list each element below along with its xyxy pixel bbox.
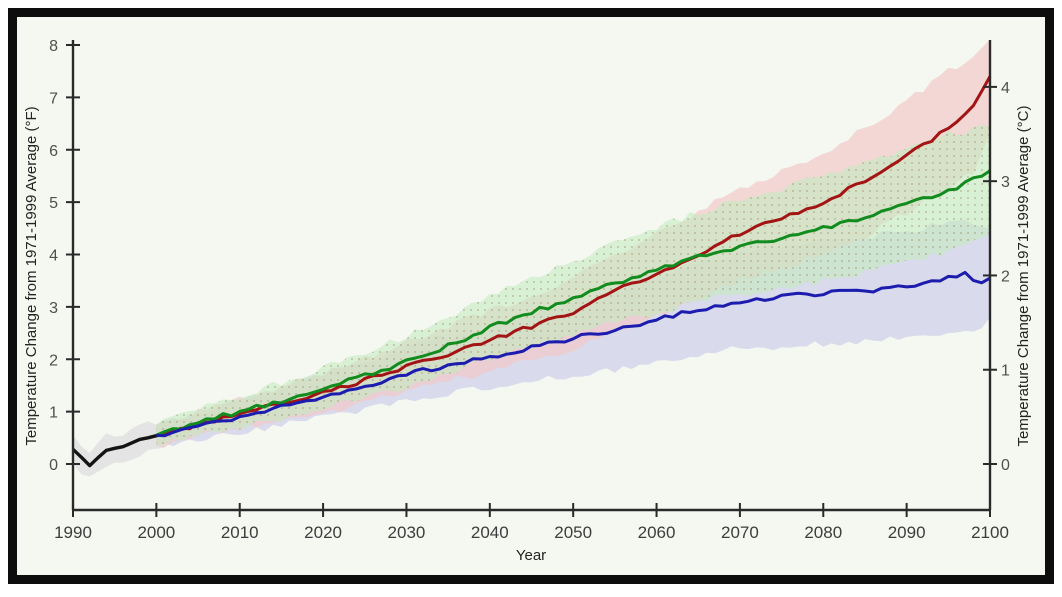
observed-line: [71, 431, 166, 468]
left-tick-label: 8: [49, 38, 58, 55]
x-tick-label: 2040: [471, 523, 509, 542]
left-tick-label: 4: [49, 248, 58, 265]
left-tick-label: 7: [49, 90, 58, 107]
right-tick-label: 1: [1001, 363, 1010, 380]
tick-labels: 0 1 2 3 4 5 6 7 8 0 1 2 3 4 1990 2000 2010 2020 2030 2040 20…: [49, 38, 1010, 542]
green-band-stipple: [156, 125, 990, 446]
x-tick-label: 2080: [804, 523, 842, 542]
blue-scenario-line: [156, 270, 991, 438]
x-tick-label: 2020: [304, 523, 342, 542]
right-axis-title: Temperature Change from 1971-1999 Averag…: [1015, 106, 1032, 447]
uncertainty-bands: [73, 39, 990, 477]
red-scenario-line: [155, 75, 992, 437]
x-tick-label: 2050: [554, 523, 592, 542]
left-tick-label: 0: [49, 457, 58, 474]
right-tick-label: 4: [1001, 80, 1010, 97]
left-axis-title: Temperature Change from 1971-1999 Averag…: [23, 106, 40, 445]
x-tick-label: 2030: [388, 523, 426, 542]
x-tick-label: 2070: [721, 523, 759, 542]
axes: [66, 40, 997, 517]
x-tick-label: 2090: [888, 523, 926, 542]
x-tick-label: 2010: [221, 523, 259, 542]
series-lines: [71, 75, 992, 468]
right-tick-label: 0: [1001, 457, 1010, 474]
right-tick-label: 3: [1001, 174, 1010, 191]
left-tick-label: 2: [49, 352, 58, 369]
x-tick-label: 2060: [638, 523, 676, 542]
left-tick-label: 3: [49, 300, 58, 317]
x-axis-title: Year: [516, 547, 546, 564]
x-tick-label: 1990: [54, 523, 92, 542]
left-tick-label: 6: [49, 143, 58, 160]
green-scenario-line: [155, 169, 991, 437]
left-tick-label: 1: [49, 405, 58, 422]
right-tick-label: 2: [1001, 268, 1010, 285]
x-tick-label: 2000: [137, 523, 175, 542]
x-tick-label: 2100: [971, 523, 1009, 542]
left-tick-label: 5: [49, 195, 58, 212]
